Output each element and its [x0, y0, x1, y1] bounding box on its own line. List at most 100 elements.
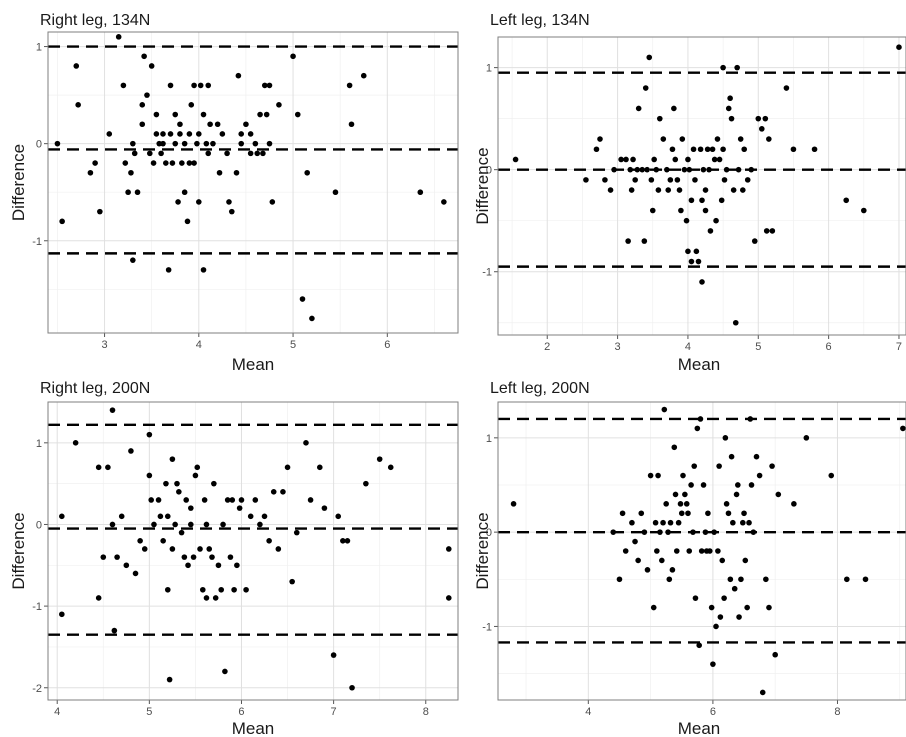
data-point [653, 167, 659, 173]
data-point [106, 131, 112, 137]
data-point [741, 146, 747, 152]
data-point [168, 83, 174, 89]
data-point [188, 102, 194, 108]
data-point [196, 131, 202, 137]
data-point [682, 167, 688, 173]
y-axis-title: Difference [9, 144, 28, 221]
data-point [670, 567, 676, 573]
x-tick-label: 5 [755, 341, 761, 353]
plot-background [48, 32, 458, 333]
x-axis-title: Mean [232, 355, 275, 374]
data-point [713, 624, 719, 630]
data-point [322, 505, 328, 511]
data-point [211, 481, 217, 487]
data-point [666, 576, 672, 582]
x-tick-label: 2 [544, 341, 550, 353]
data-point [188, 505, 194, 511]
data-point [804, 435, 810, 441]
x-tick-label: 8 [423, 706, 429, 718]
data-point [717, 157, 723, 163]
data-point [703, 187, 709, 193]
data-point [220, 522, 226, 528]
data-point [657, 529, 663, 535]
data-point [147, 151, 153, 157]
data-point [191, 554, 197, 560]
data-point [691, 146, 697, 152]
x-tick-label: 4 [196, 339, 202, 351]
data-point [736, 614, 742, 620]
data-point [96, 465, 102, 471]
data-point [861, 208, 867, 214]
y-tick-label: 1 [36, 42, 42, 54]
data-point [294, 530, 300, 536]
data-point [760, 690, 766, 696]
data-point [183, 497, 189, 503]
data-point [267, 141, 273, 147]
data-point [671, 444, 677, 450]
data-point [729, 454, 735, 460]
data-point [163, 160, 169, 166]
data-point [441, 199, 447, 205]
data-point [238, 141, 244, 147]
data-point [766, 605, 772, 611]
data-point [73, 440, 79, 446]
data-point [752, 238, 758, 244]
data-point [446, 595, 452, 601]
panel-title: Left leg, 134N [490, 12, 590, 29]
data-point [234, 170, 240, 176]
data-point [205, 151, 211, 157]
data-point [611, 167, 617, 173]
data-point [896, 44, 902, 50]
data-point [130, 257, 136, 263]
data-point [688, 482, 694, 488]
data-point [696, 643, 702, 649]
data-point [791, 501, 797, 507]
data-point [216, 562, 222, 568]
data-point [698, 416, 704, 422]
data-point [689, 197, 695, 203]
y-tick-label: -2 [32, 683, 42, 695]
data-point [160, 538, 166, 544]
data-point [59, 514, 65, 520]
data-point [749, 482, 755, 488]
data-point [217, 170, 223, 176]
data-point [276, 546, 282, 552]
data-point [347, 83, 353, 89]
data-point [204, 522, 210, 528]
data-point [719, 197, 725, 203]
data-point [707, 548, 713, 554]
data-point [620, 510, 626, 516]
data-point [701, 167, 707, 173]
data-point [740, 187, 746, 193]
data-point [670, 146, 676, 152]
data-point [716, 463, 722, 469]
data-point [680, 473, 686, 479]
data-point [158, 514, 164, 520]
y-tick-label: 0 [36, 519, 42, 531]
data-point [729, 116, 735, 122]
data-point [231, 587, 237, 593]
data-point [636, 106, 642, 112]
data-point [168, 131, 174, 137]
data-point [234, 562, 240, 568]
data-point [713, 218, 719, 224]
data-point [748, 167, 754, 173]
x-tick-label: 6 [238, 706, 244, 718]
data-point [285, 465, 291, 471]
data-point [182, 189, 188, 195]
data-point [124, 562, 130, 568]
data-point [710, 146, 716, 152]
data-point [735, 482, 741, 488]
data-point [655, 473, 661, 479]
data-point [791, 146, 797, 152]
data-point [128, 170, 134, 176]
data-point [828, 473, 834, 479]
data-point [738, 576, 744, 582]
data-point [388, 465, 394, 471]
data-point [308, 497, 314, 503]
data-point [734, 492, 740, 498]
data-point [678, 501, 684, 507]
y-tick-label: -1 [482, 267, 492, 279]
data-point [174, 481, 180, 487]
data-point [182, 554, 188, 560]
